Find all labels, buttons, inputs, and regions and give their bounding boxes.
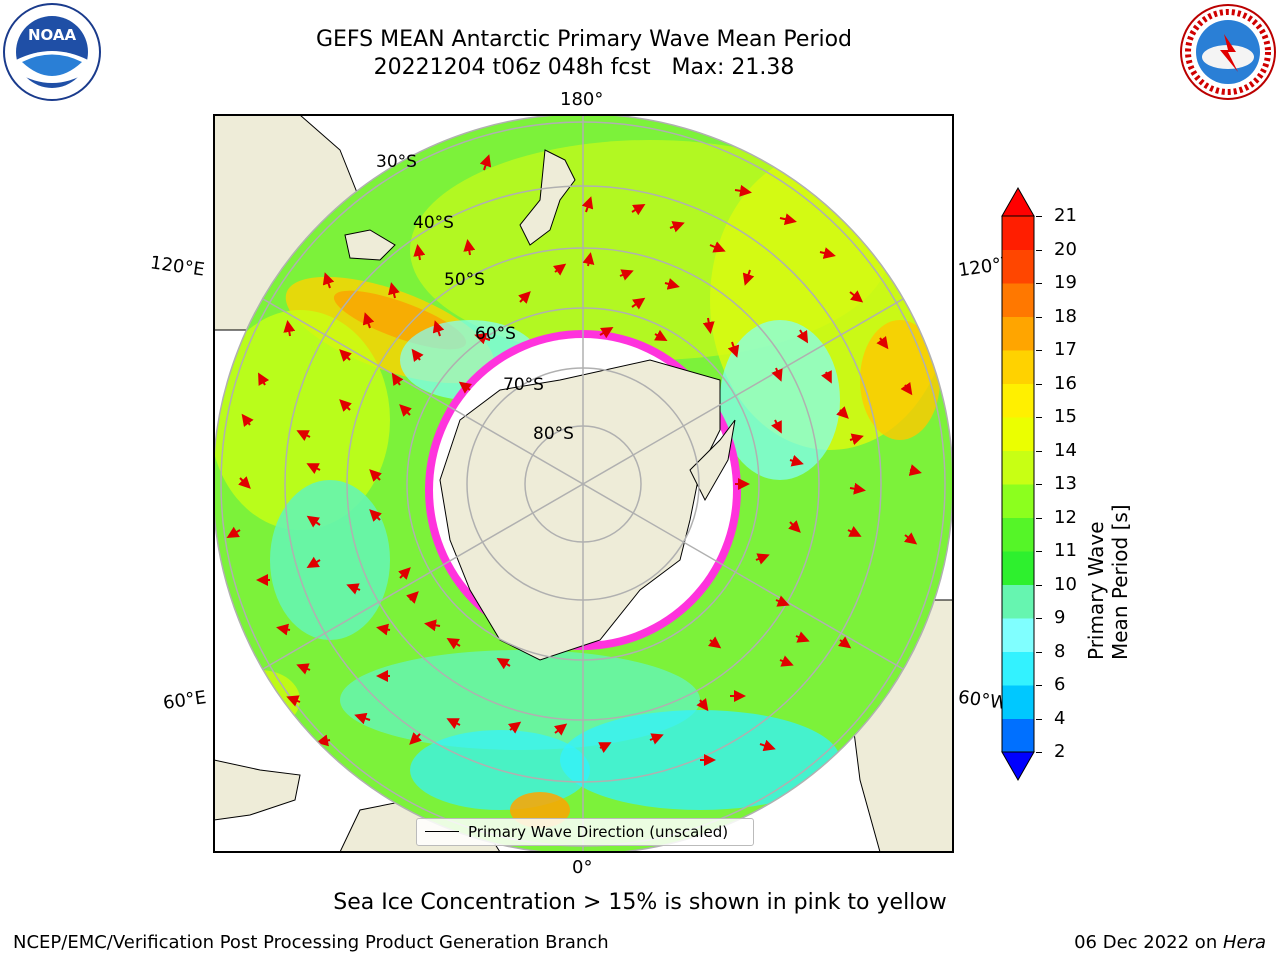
colorbar-tick-mark <box>1036 417 1042 418</box>
colorbar-band <box>1002 417 1034 451</box>
colorbar-tick-mark <box>1036 216 1042 217</box>
colorbar-tick-label: 4 <box>1054 707 1066 729</box>
footer-right: 06 Dec 2022 on Hera <box>1074 932 1266 953</box>
legend-label: Primary Wave Direction (unscaled) <box>468 823 729 841</box>
colorbar <box>1000 186 1036 782</box>
colorbar-tick-label: 8 <box>1054 640 1066 662</box>
colorbar-tick-mark <box>1036 752 1042 753</box>
colorbar-frame <box>1001 215 1035 753</box>
colorbar-band <box>1002 718 1034 753</box>
colorbar-tick-mark <box>1036 685 1042 686</box>
wave-direction-arrows <box>226 154 922 766</box>
chart-title-line1: GEFS MEAN Antarctic Primary Wave Mean Pe… <box>315 27 853 52</box>
colorbar-tick-label: 9 <box>1054 607 1066 628</box>
colorbar-tick-label: 15 <box>1054 406 1077 427</box>
colorbar-tick-mark <box>1036 618 1042 619</box>
colorbar-tick-label: 16 <box>1054 372 1077 394</box>
colorbar-band <box>1002 283 1034 317</box>
colorbar-tick-label: 17 <box>1054 339 1077 360</box>
sea-ice-note: Sea Ice Concentration > 15% is shown in … <box>333 890 947 915</box>
legend-line-swatch <box>425 831 459 832</box>
colorbar-extend-min <box>1001 751 1035 782</box>
nws-logo <box>1178 2 1278 102</box>
colorbar-band <box>1002 517 1034 552</box>
chart-title-line2: 20221204 t06z 048h fcst Max: 21.38 <box>373 55 795 80</box>
lon-label-180: 180° <box>560 89 604 110</box>
colorbar-tick-mark <box>1036 484 1042 485</box>
colorbar-tick-mark <box>1036 383 1042 385</box>
colorbar-band <box>1002 316 1034 351</box>
lat-label-70s: 70°S <box>503 375 544 395</box>
colorbar-tick-mark <box>1036 517 1042 519</box>
colorbar-tick-label: 21 <box>1054 205 1077 226</box>
colorbar-band <box>1002 249 1034 284</box>
colorbar-tick-mark <box>1036 350 1042 351</box>
footer-left: NCEP/EMC/Verification Post Processing Pr… <box>13 932 609 953</box>
colorbar-extend-max <box>1001 186 1035 217</box>
map-svg <box>213 114 954 853</box>
africa-land <box>214 759 301 821</box>
colorbar-tick-mark <box>1036 283 1042 284</box>
lon-label-60e: 60°E <box>161 687 208 714</box>
footer-date: 06 Dec 2022 on <box>1074 932 1223 953</box>
lat-label-60s: 60°S <box>475 324 516 344</box>
colorbar-band <box>1002 350 1034 384</box>
lat-label-40s: 40°S <box>413 213 454 233</box>
colorbar-band <box>1002 383 1034 418</box>
colorbar-svg <box>1001 186 1035 782</box>
colorbar-band <box>1002 685 1034 719</box>
noaa-logo: NOAA <box>2 2 102 102</box>
map-panel: Primary Wave Direction (unscaled) <box>213 114 954 853</box>
colorbar-tick-label: 13 <box>1054 473 1077 494</box>
colorbar-tick-label: 14 <box>1054 439 1077 461</box>
colorbar-tick-label: 2 <box>1054 741 1066 762</box>
colorbar-tick-label: 10 <box>1054 573 1077 595</box>
lat-label-80s: 80°S <box>533 424 574 444</box>
colorbar-band <box>1002 551 1034 585</box>
colorbar-band <box>1002 216 1034 250</box>
colorbar-tick-label: 12 <box>1054 506 1077 528</box>
colorbar-tick-mark <box>1036 584 1042 586</box>
colorbar-band <box>1002 651 1034 686</box>
noaa-logo-text: NOAA <box>28 26 77 44</box>
colorbar-tick-label: 18 <box>1054 305 1077 327</box>
lon-label-0: 0° <box>572 857 593 878</box>
colorbar-band <box>1002 584 1034 619</box>
colorbar-tick-mark <box>1036 450 1042 452</box>
colorbar-tick-label: 11 <box>1054 540 1077 561</box>
colorbar-tick-mark <box>1036 651 1042 653</box>
footer-host: Hera <box>1222 932 1266 953</box>
colorbar-tick-label: 6 <box>1054 674 1066 695</box>
lat-label-30s: 30°S <box>376 152 417 172</box>
colorbar-tick-label: 20 <box>1054 238 1077 260</box>
lon-label-120e: 120°E <box>148 252 206 281</box>
colorbar-tick-mark <box>1036 316 1042 318</box>
map-legend: Primary Wave Direction (unscaled) <box>416 818 754 846</box>
lat-label-50s: 50°S <box>444 270 485 290</box>
colorbar-tick-mark <box>1036 249 1042 251</box>
colorbar-tick-label: 19 <box>1054 272 1077 293</box>
colorbar-band <box>1002 450 1034 485</box>
colorbar-tick-mark <box>1036 718 1042 720</box>
colorbar-label: Primary Wave Mean Period [s] <box>1084 504 1132 660</box>
colorbar-band <box>1002 618 1034 652</box>
colorbar-band <box>1002 484 1034 518</box>
colorbar-tick-mark <box>1036 551 1042 552</box>
